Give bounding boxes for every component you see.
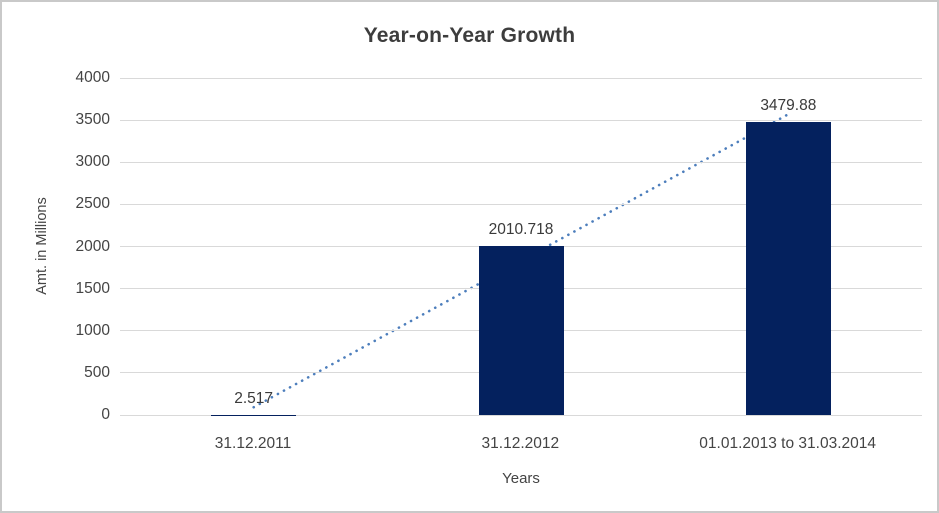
x-axis-title: Years	[502, 470, 540, 487]
x-tick-label: 01.01.2013 to 31.03.2014	[699, 435, 876, 452]
y-tick-label: 3500	[75, 111, 110, 129]
y-tick-label: 2500	[75, 195, 110, 213]
y-tick-label: 1000	[75, 321, 110, 339]
gridline-y-3500	[120, 119, 922, 121]
x-tick-label: 31.12.2011	[214, 435, 292, 452]
y-tick-label: 2000	[75, 237, 110, 255]
y-tick-label: 4000	[75, 69, 110, 86]
plot-area	[120, 77, 922, 416]
bar-31.12.2012	[478, 245, 564, 415]
bar-01.01.2013 to 31.03.2014	[745, 121, 831, 415]
y-tick-label: 0	[101, 406, 110, 423]
y-tick-label: 1500	[75, 279, 110, 297]
gridline-y-0	[120, 414, 922, 416]
gridline-y-2500	[120, 203, 922, 205]
y-tick-label: 500	[84, 363, 110, 381]
data-label: 2.517	[234, 389, 274, 407]
gridline-y-4000	[120, 77, 922, 79]
data-label: 2010.718	[488, 220, 554, 238]
gridline-y-3000	[120, 161, 922, 163]
data-label: 3479.88	[760, 96, 817, 114]
x-tick-label: 31.12.2012	[481, 435, 560, 452]
chart-title: Year-on-Year Growth	[363, 24, 576, 47]
y-tick-label: 3000	[75, 153, 110, 171]
